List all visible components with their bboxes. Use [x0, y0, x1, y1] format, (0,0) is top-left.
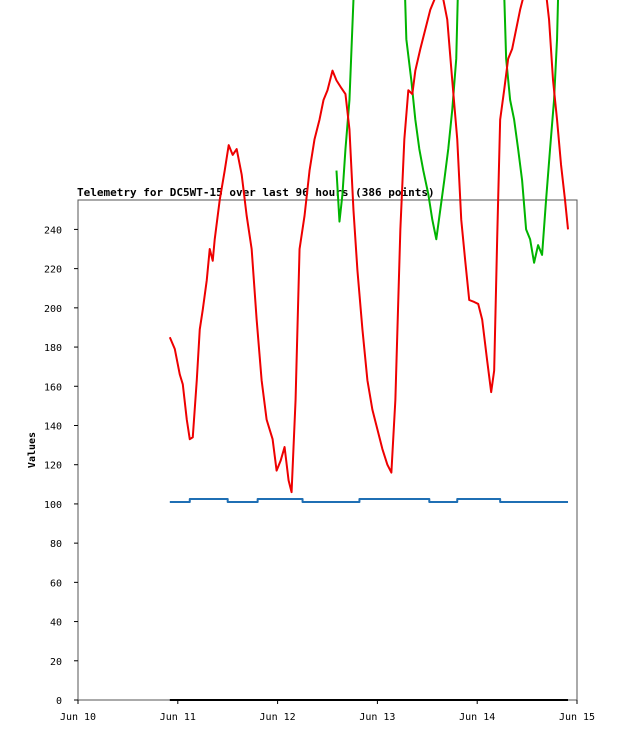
y-tick-label: 140 [44, 421, 62, 432]
y-tick-label: 60 [50, 578, 62, 589]
series-line [168, 0, 570, 494]
y-axis-label: Values [27, 432, 38, 468]
x-tick-label: Jun 15 [559, 712, 595, 723]
x-tick-label: Jun 11 [160, 712, 196, 723]
y-tick-label: 100 [44, 500, 62, 511]
y-tick-label: 200 [44, 304, 62, 315]
x-tick-label: Jun 14 [459, 712, 495, 723]
x-tick-label: Jun 10 [60, 712, 96, 723]
chart-title: Telemetry for DC5WT-15 over last 96 hour… [77, 186, 435, 199]
y-tick-label: 240 [44, 225, 62, 236]
y-tick-label: 20 [50, 657, 62, 668]
y-tick-label: 220 [44, 265, 62, 276]
x-tick-label: Jun 13 [359, 712, 395, 723]
y-tick-label: 160 [44, 382, 62, 393]
plot-frame [77, 199, 578, 701]
y-tick-label: 120 [44, 461, 62, 472]
y-tick-label: 0 [56, 696, 62, 707]
x-tick-label: Jun 12 [260, 712, 296, 723]
y-tick-label: 40 [50, 618, 62, 629]
y-tick-label: 180 [44, 343, 62, 354]
series-line [169, 498, 569, 503]
y-tick-label: 80 [50, 539, 62, 550]
series-line [335, 0, 560, 264]
